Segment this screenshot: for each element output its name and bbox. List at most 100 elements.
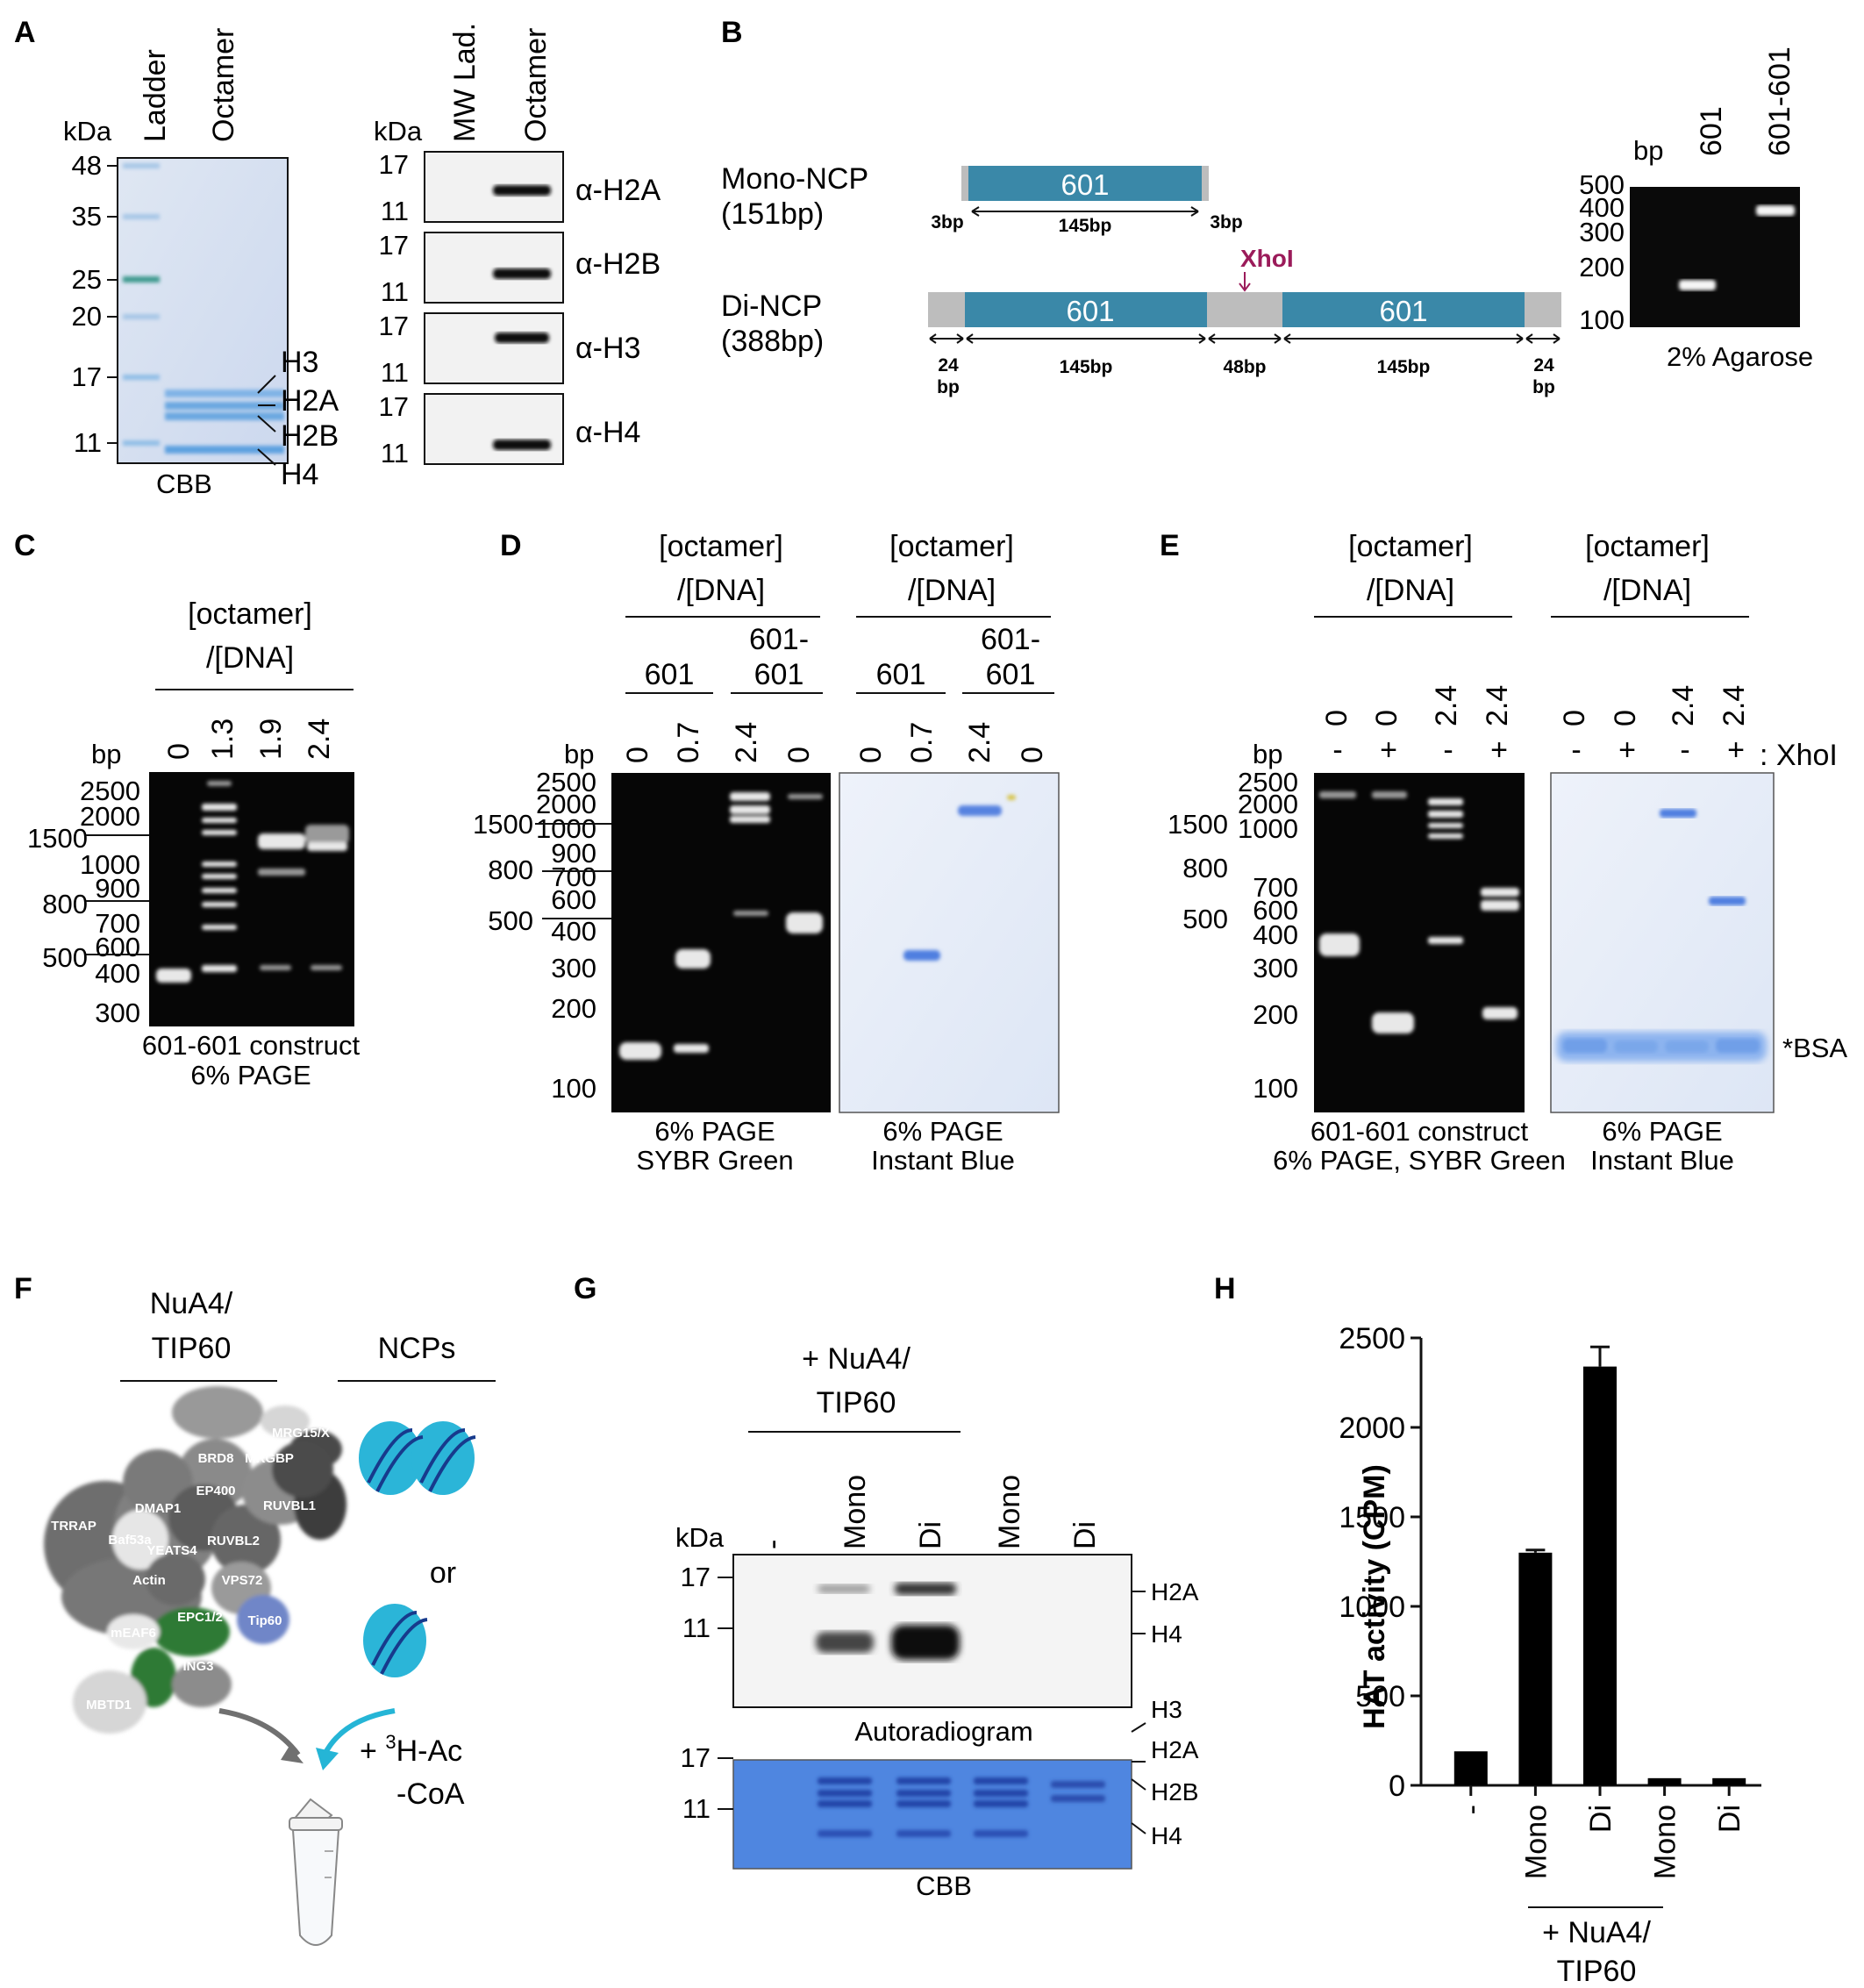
ladder-bands [123, 163, 160, 446]
svg-text:bp: bp [1532, 377, 1555, 397]
svg-text:/[DNA]: /[DNA] [677, 574, 765, 607]
svg-text:TIP60: TIP60 [817, 1386, 896, 1419]
ratio-0: 0 [162, 743, 196, 760]
svg-text:17: 17 [379, 230, 409, 261]
page-gel-c [149, 772, 354, 1026]
svg-text:Di: Di [1068, 1521, 1102, 1549]
svg-text:24: 24 [1533, 355, 1554, 375]
svg-text:TIP60: TIP60 [152, 1332, 232, 1365]
xhoi-site-marker: XhoI [1239, 245, 1294, 292]
panel-e: E [octamer] /[DNA] [octamer] /[DNA] 0 0 … [1160, 529, 1847, 1176]
antibody-h2b: α-H2B [575, 247, 661, 281]
label-h2b: H2B [281, 419, 339, 453]
svg-text:VPS72: VPS72 [222, 1573, 263, 1588]
svg-text:48bp: 48bp [1223, 357, 1266, 377]
x-tick-label: Mono [1519, 1805, 1553, 1879]
svg-text:1500: 1500 [27, 823, 88, 854]
octamer-histone-bands [165, 390, 284, 454]
svg-text:700: 700 [1253, 872, 1298, 903]
panel-h: H HAT activity (CPM) 0 500 1000 1500 2000 250… [1214, 1272, 1761, 1988]
svg-text:900: 900 [551, 838, 596, 869]
svg-text:1500: 1500 [1168, 809, 1228, 840]
panel-label-h: H [1214, 1272, 1236, 1305]
svg-text:601-601 construct: 601-601 construct [1311, 1116, 1529, 1147]
svg-text:2000: 2000 [80, 801, 140, 832]
panel-c: C [octamer] /[DNA] bp 0 1.3 1.9 2.4 [14, 529, 360, 1091]
ratio-1-3: 1.3 [206, 719, 239, 760]
gel-e-ladder: 2500 2000 1500 1000 800 700 600 500 400 … [1168, 767, 1298, 1104]
svg-text:[octamer]: [octamer] [1585, 530, 1710, 563]
svg-text:6% PAGE: 6% PAGE [654, 1116, 775, 1147]
svg-text:Tip60: Tip60 [248, 1613, 282, 1628]
svg-text:2.4: 2.4 [1481, 685, 1514, 726]
svg-text:0: 0 [782, 747, 816, 763]
svg-text:NuA4/: NuA4/ [150, 1287, 233, 1320]
svg-text:0.7: 0.7 [672, 722, 705, 763]
antibody-h3: α-H3 [575, 332, 640, 365]
svg-text:Mono: Mono [993, 1475, 1026, 1549]
svg-text:H4: H4 [1151, 1620, 1182, 1648]
di-ncp-construct: 601 601 145bp 48bp 145bp 24 bp 24 bp [928, 292, 1561, 397]
svg-text:0.7: 0.7 [905, 722, 939, 763]
svg-text:mEAF6: mEAF6 [111, 1626, 156, 1641]
svg-text:TRRAP: TRRAP [51, 1519, 96, 1534]
svg-text:kDa: kDa [675, 1522, 725, 1553]
svg-text:48: 48 [72, 150, 102, 181]
bar [1453, 1751, 1488, 1785]
gel-d-sybr-bands [619, 792, 823, 1060]
svg-text:700: 700 [551, 862, 596, 892]
svg-text:2.4: 2.4 [963, 722, 996, 763]
svg-text:NCPs: NCPs [378, 1332, 456, 1365]
mono-ncp-length: (151bp) [721, 197, 824, 231]
svg-text:100: 100 [551, 1073, 596, 1104]
svg-text:/[DNA]: /[DNA] [908, 574, 996, 607]
gel-d-blue-bands [903, 795, 1016, 961]
svg-text:-: - [1443, 733, 1453, 767]
svg-text:2.4: 2.4 [1667, 685, 1700, 726]
svg-text:145bp: 145bp [1377, 357, 1431, 377]
svg-text:0: 0 [1320, 710, 1353, 726]
x-tick-label: - [1455, 1805, 1489, 1814]
svg-text:17: 17 [379, 311, 409, 341]
mono-ncp-icon [363, 1604, 428, 1677]
svg-text:601-: 601- [749, 623, 809, 656]
wb-kda-label: kDa [374, 116, 423, 147]
svg-text:/[DNA]: /[DNA] [1367, 574, 1454, 607]
svg-text:6% PAGE: 6% PAGE [1602, 1116, 1722, 1147]
svg-text:EP400: EP400 [196, 1484, 235, 1498]
svg-text:2.4: 2.4 [730, 722, 763, 763]
svg-text:bp: bp [937, 377, 960, 397]
svg-text:17: 17 [379, 391, 409, 422]
svg-text:/[DNA]: /[DNA] [206, 641, 294, 675]
panel-label-c: C [14, 529, 36, 562]
marker-35: 35 [72, 201, 118, 232]
svg-text:145bp: 145bp [1060, 357, 1113, 377]
svg-text:0: 0 [1016, 747, 1049, 763]
svg-text:500: 500 [488, 905, 533, 936]
svg-text:601: 601 [754, 658, 804, 691]
svg-text:300: 300 [1579, 217, 1625, 247]
svg-text:0: 0 [1370, 710, 1403, 726]
page-gel-d-instant-blue [839, 772, 1060, 1113]
reaction-tube-icon [289, 1798, 343, 1946]
agarose-lane-601-601: 601-601 [1763, 46, 1796, 156]
svg-text:25: 25 [72, 264, 102, 295]
x-tick-label: Di [1584, 1805, 1618, 1833]
svg-text:+ NuA4/: + NuA4/ [802, 1342, 911, 1376]
marker-20: 20 [72, 301, 118, 332]
svg-text:6% PAGE: 6% PAGE [882, 1116, 1003, 1147]
svg-text:2% Agarose: 2% Agarose [1667, 341, 1813, 372]
di-ncp-length: (388bp) [721, 325, 824, 358]
svg-text:Instant Blue: Instant Blue [871, 1145, 1015, 1176]
svg-text:11: 11 [381, 276, 409, 307]
svg-text:200: 200 [1253, 999, 1298, 1030]
svg-text:17: 17 [681, 1562, 711, 1592]
svg-text:MBTD1: MBTD1 [86, 1698, 132, 1713]
svg-text:RUVBL2: RUVBL2 [207, 1534, 260, 1548]
gel-c-bands [156, 781, 349, 983]
bar [1712, 1777, 1746, 1785]
svg-text:601-: 601- [981, 623, 1040, 656]
agarose-gel: bp 601 601-601 500 400 300 200 100 2% Ag… [1579, 46, 1813, 372]
svg-text:600: 600 [95, 932, 140, 962]
